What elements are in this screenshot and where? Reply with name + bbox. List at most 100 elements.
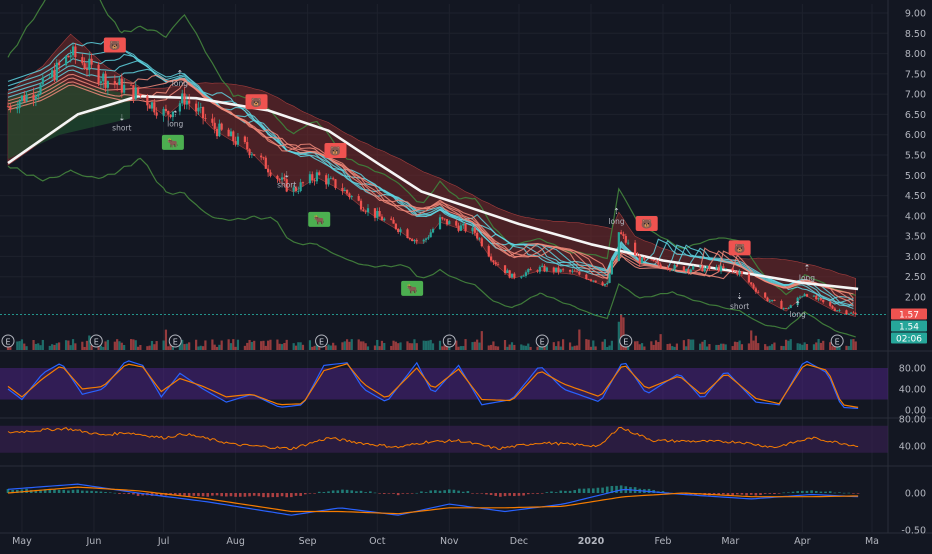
macd-histogram-bar — [113, 492, 117, 494]
macd-histogram-bar — [229, 493, 233, 497]
volume-bar — [784, 339, 788, 350]
macd-histogram-bar — [201, 493, 205, 497]
volume-bar — [350, 339, 353, 350]
earnings-icon-letter: E — [835, 338, 840, 347]
candle-body — [90, 58, 93, 65]
macd-histogram-bar — [554, 492, 558, 493]
volume-bar — [359, 341, 363, 350]
candle-body — [48, 77, 51, 78]
volume-bar — [689, 339, 692, 350]
candle-body — [99, 81, 103, 84]
price-badge: 1.57 — [891, 308, 927, 320]
macd-histogram-bar — [536, 493, 539, 494]
volume-bar — [164, 329, 168, 350]
candle-body — [278, 179, 281, 180]
volume-bar — [394, 341, 397, 350]
volume-bar — [527, 343, 530, 350]
volume-bar — [747, 343, 751, 350]
rsi-band — [0, 425, 888, 453]
candle-body — [815, 295, 818, 300]
earnings-icon — [1, 334, 15, 348]
macd-histogram-bar — [568, 490, 572, 493]
volume-bar — [571, 346, 574, 350]
volume-bar — [424, 340, 428, 350]
candle-body — [123, 84, 126, 93]
volume-bar — [457, 346, 460, 350]
volume-bar — [801, 344, 804, 350]
volume-bar — [773, 342, 776, 350]
volume-bar — [771, 344, 774, 350]
candle-body — [510, 273, 514, 278]
candle-body — [573, 270, 576, 272]
candle-body — [555, 267, 558, 272]
volume-bar — [390, 345, 393, 350]
candle-body — [183, 93, 186, 105]
volume-bar — [731, 346, 734, 350]
candle-body — [687, 269, 690, 272]
volume-bar — [9, 345, 12, 350]
macd-histogram-bar — [842, 492, 846, 494]
stochastic-tick-label: 40.00 — [899, 385, 926, 396]
volume-bar — [441, 346, 444, 350]
candle-body — [771, 299, 774, 301]
candle-body — [392, 219, 395, 224]
bear-glyph: 🐻 — [109, 39, 120, 51]
candle-body — [120, 78, 123, 93]
macd-histogram-bar — [578, 488, 581, 493]
volume-bar — [155, 341, 158, 350]
macd-histogram-bar — [513, 493, 516, 497]
price-badge: 1.54 — [891, 320, 927, 332]
macd-histogram-bar — [810, 490, 813, 493]
macd-histogram-bar — [85, 490, 89, 493]
volume-bar — [659, 334, 662, 350]
candle-body — [798, 296, 802, 298]
volume-bar — [455, 340, 458, 350]
volume-bar — [805, 343, 809, 350]
macd-histogram-bar — [485, 493, 488, 495]
macd-histogram-bar — [317, 491, 321, 493]
price-tick-label: 5.00 — [905, 171, 926, 182]
candle-body — [701, 265, 704, 272]
volume-bar — [798, 343, 802, 350]
macd-histogram-bar — [313, 493, 316, 494]
rsi-pane — [0, 425, 888, 453]
volume-bar — [752, 340, 755, 350]
volume-bar — [494, 346, 497, 350]
volume-bar — [506, 346, 509, 350]
macd-histogram-bar — [517, 493, 521, 496]
volume-bar — [301, 344, 305, 350]
macd-histogram-bar — [257, 493, 261, 497]
candle-body — [796, 297, 799, 306]
candle-body — [153, 102, 156, 113]
time-tick-label: Aug — [226, 536, 245, 547]
volume-bar — [129, 339, 133, 350]
macd-tick-label: 0.00 — [905, 489, 926, 500]
macd-histogram-bar — [299, 493, 302, 496]
macd-histogram-bar — [345, 489, 349, 493]
volume-bar — [334, 345, 337, 350]
volume-bar — [557, 341, 560, 350]
candle-body — [608, 274, 611, 283]
bollinger-layer — [7, 0, 856, 338]
candle-body — [71, 46, 75, 56]
candle-body — [575, 271, 579, 273]
volume-bar — [229, 343, 233, 350]
candle-body — [768, 300, 771, 302]
candle-body — [740, 271, 744, 274]
macd-histogram-bar — [355, 491, 358, 493]
volume-bar — [575, 345, 579, 350]
macd-histogram-bar — [53, 489, 56, 493]
candle-body — [308, 174, 312, 184]
candle-body — [181, 93, 184, 104]
volume-bar — [408, 343, 411, 350]
volume-bar — [120, 342, 123, 350]
candle-body — [34, 96, 37, 100]
long-label: long — [790, 310, 806, 319]
time-tick-label: May — [12, 536, 32, 547]
candle-body — [139, 94, 142, 97]
candle-body — [617, 232, 620, 261]
candle-body — [169, 114, 172, 118]
macd-histogram-bar — [67, 490, 70, 493]
